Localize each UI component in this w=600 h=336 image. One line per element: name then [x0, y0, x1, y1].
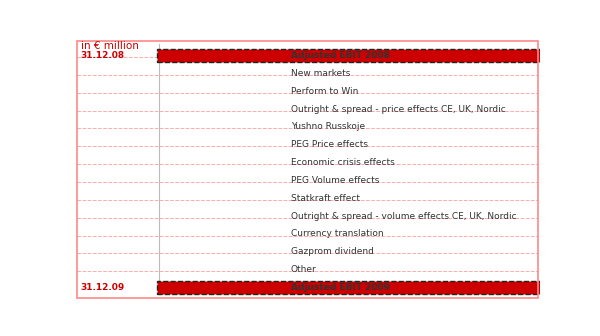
Text: Gazprom dividend: Gazprom dividend [291, 247, 374, 256]
Text: Adjusted EBIT 2009: Adjusted EBIT 2009 [291, 283, 390, 292]
Bar [157, 281, 600, 294]
Text: PEG Price effects: PEG Price effects [291, 140, 368, 149]
Text: New markets: New markets [291, 69, 350, 78]
Text: Economic crisis effects: Economic crisis effects [291, 158, 395, 167]
Text: PEG Volume effects: PEG Volume effects [291, 176, 379, 185]
Text: Outright & spread - volume effects CE, UK, Nordic: Outright & spread - volume effects CE, U… [291, 212, 517, 220]
Text: Perform to Win: Perform to Win [291, 87, 358, 96]
Text: Other: Other [291, 265, 317, 274]
Text: Outright & spread - price effects CE, UK, Nordic: Outright & spread - price effects CE, UK… [291, 104, 506, 114]
Text: 31.12.08: 31.12.08 [80, 51, 125, 60]
Bar [157, 49, 600, 62]
Text: 31.12.09: 31.12.09 [80, 283, 125, 292]
Text: Yushno Russkoje: Yushno Russkoje [291, 122, 365, 131]
Text: Adjusted EBIT 2008: Adjusted EBIT 2008 [291, 51, 389, 60]
Text: Statkraft effect: Statkraft effect [291, 194, 360, 203]
Text: in € million: in € million [80, 41, 139, 51]
Text: Currency translation: Currency translation [291, 229, 383, 239]
